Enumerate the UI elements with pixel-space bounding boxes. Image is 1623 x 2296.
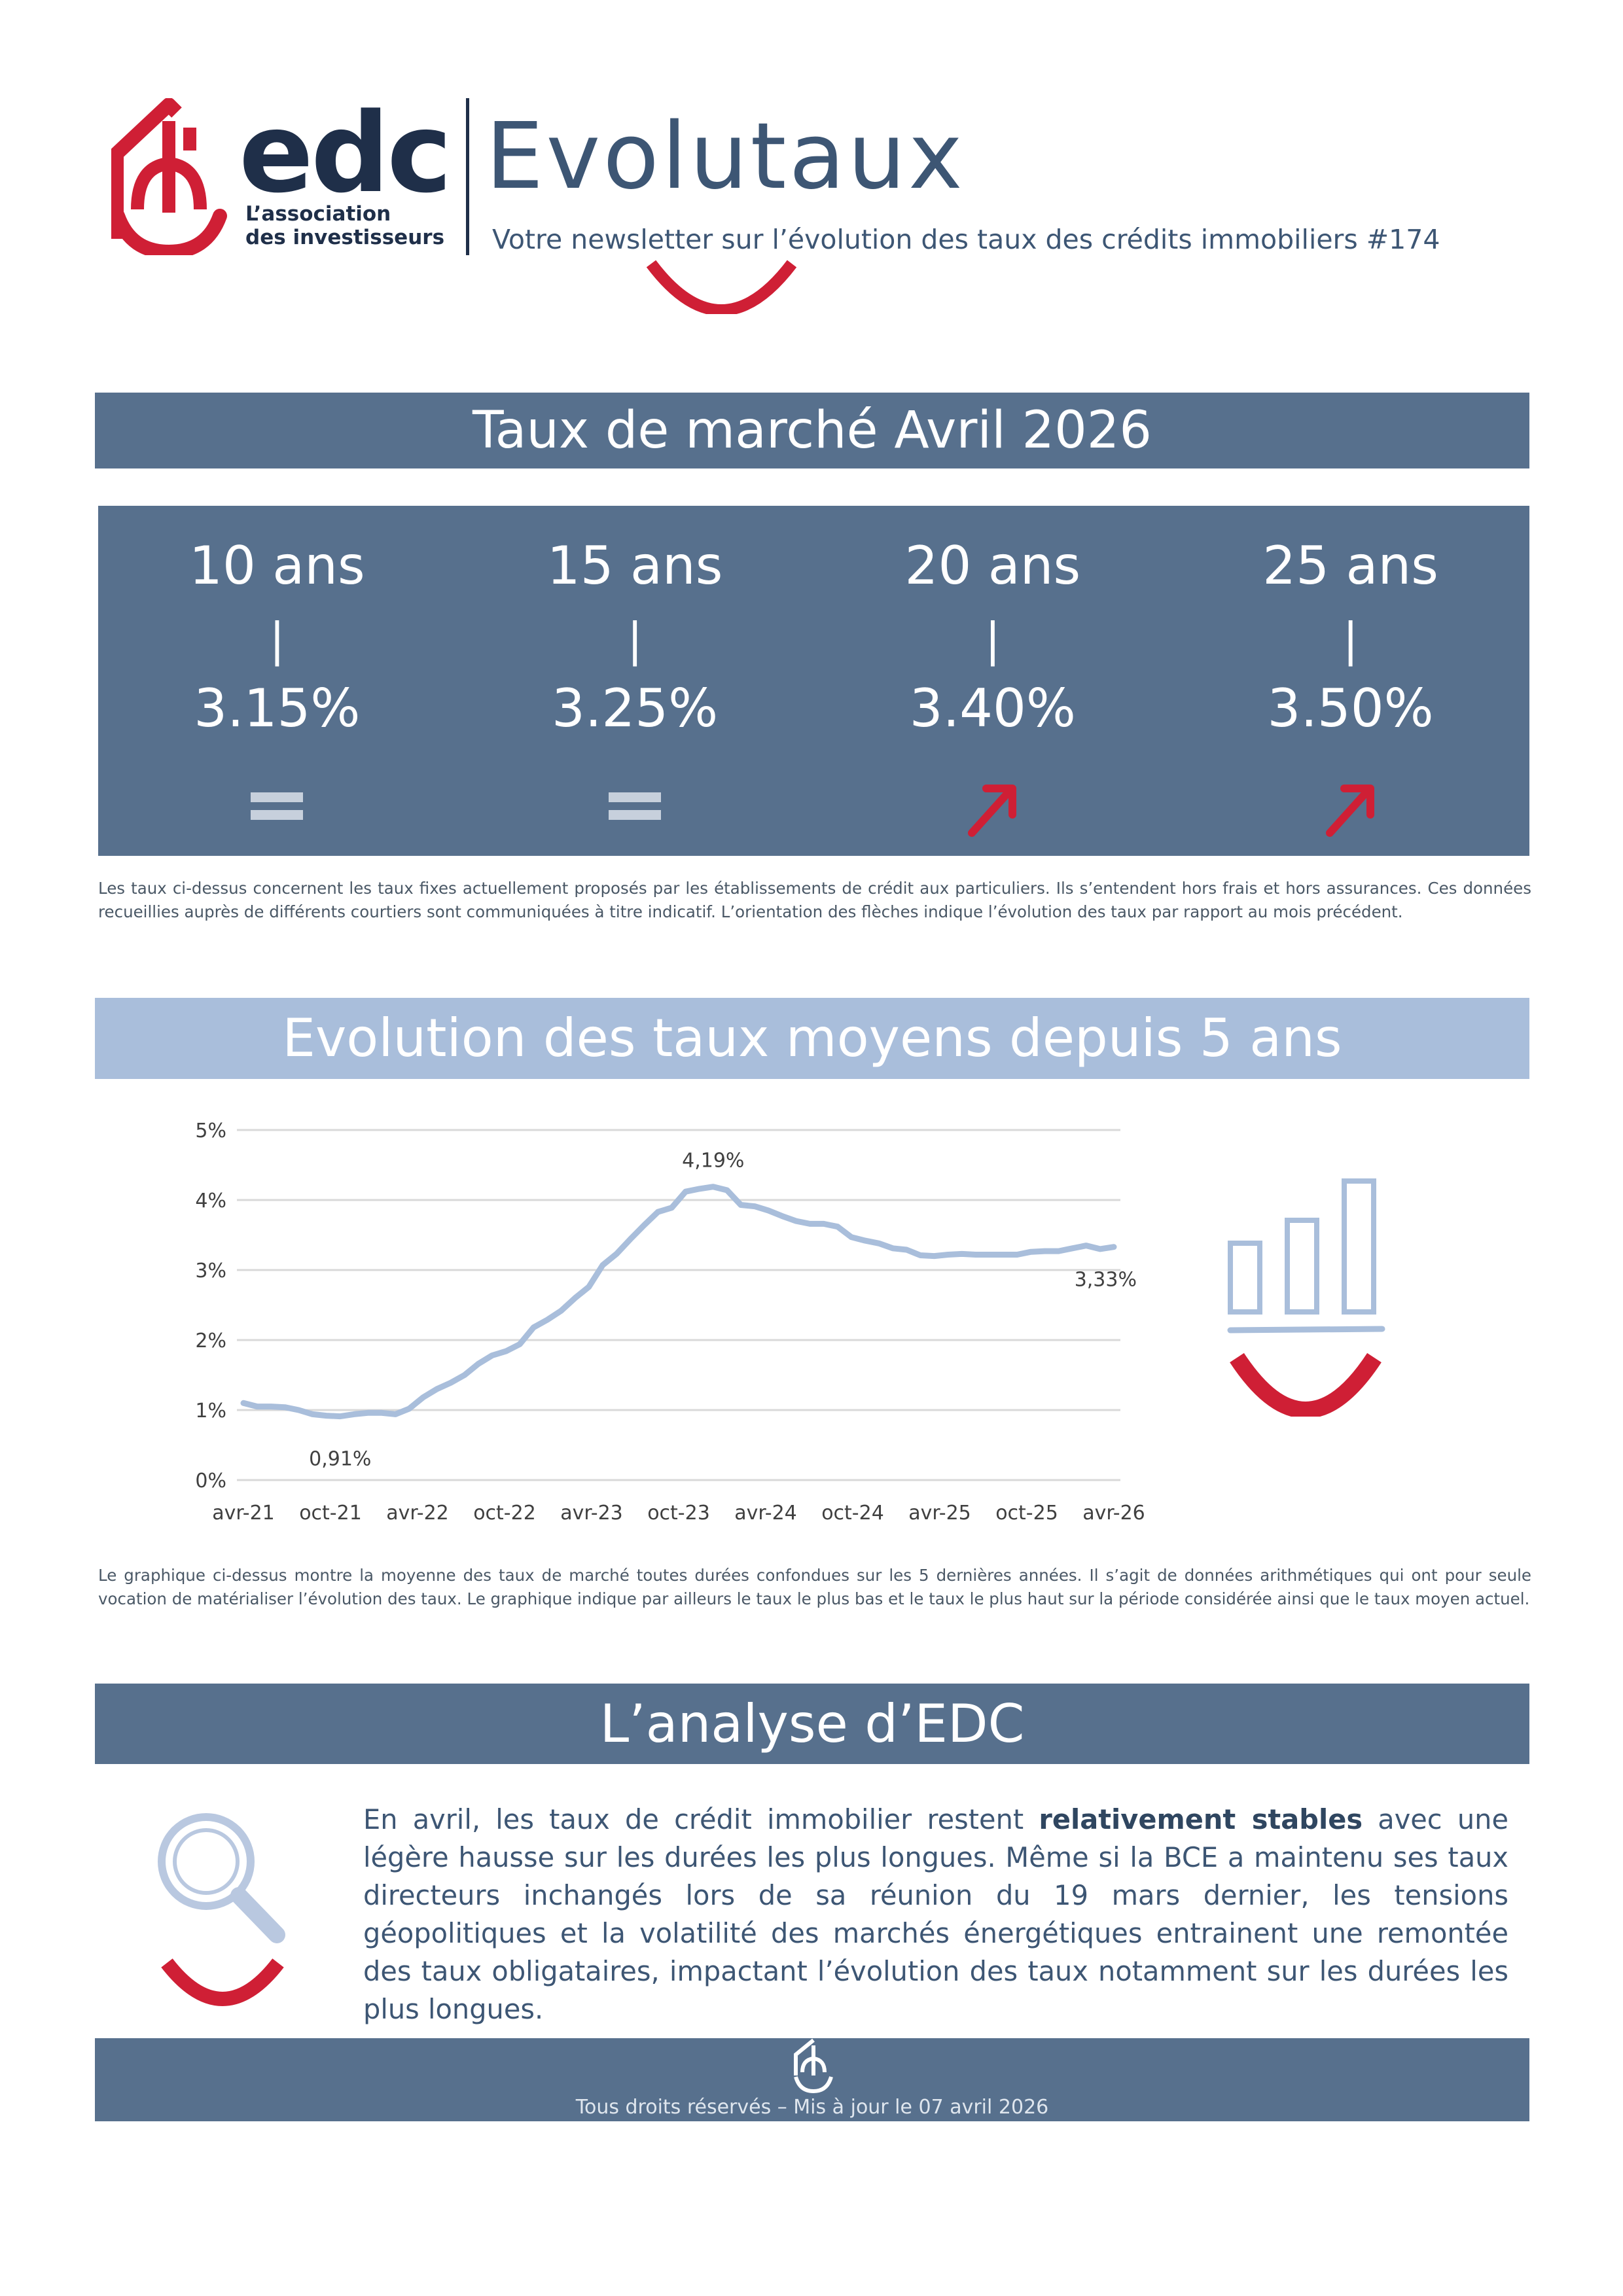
chart-note: Le graphique ci-dessus montre la moyenne… <box>98 1566 1531 1608</box>
rate-value: 3.40% <box>909 678 1076 739</box>
x-tick-label: avr-22 <box>386 1502 449 1525</box>
rates-panel: 10 ans | 3.15% 15 ans | 3.25% 20 ans | 3… <box>98 506 1529 856</box>
y-tick-label: 0% <box>195 1470 226 1492</box>
bar-chart-smile-icon <box>1227 1178 1385 1417</box>
analysis-text-start: En avril, les taux de crédit immobilier … <box>363 1803 1039 1835</box>
logo-tagline: L’association des investisseurs <box>245 202 445 249</box>
smile-arc-icon <box>646 260 797 314</box>
rate-term: 10 ans <box>189 535 365 596</box>
header-divider <box>466 98 469 255</box>
y-tick-label: 4% <box>195 1190 226 1212</box>
logo-wordmark: edc <box>239 89 452 217</box>
y-tick-label: 2% <box>195 1330 226 1352</box>
x-tick-label: oct-21 <box>299 1502 362 1525</box>
edc-house-icon <box>794 2038 833 2094</box>
x-tick-label: avr-21 <box>212 1502 275 1525</box>
rate-separator: | <box>1342 613 1359 667</box>
section-heading-analysis: L’analyse d’EDC <box>95 1684 1529 1764</box>
rate-separator: | <box>627 613 643 667</box>
x-tick-label: oct-25 <box>995 1502 1058 1525</box>
rate-separator: | <box>269 613 285 667</box>
edc-logo: edc L’association des investisseurs <box>111 98 465 255</box>
analysis-paragraph: En avril, les taux de crédit immobilier … <box>363 1801 1508 2028</box>
rates-line-chart: 0% 1% 2% 3% 4% 5% avr-21 oct-21 avr-22 oct-22 avr… <box>195 1120 1145 1525</box>
rate-value: 3.15% <box>194 678 361 739</box>
rate-card-20: 20 ans | 3.40% <box>814 506 1172 856</box>
footer-copyright: Tous droits réservés – Mis à jour le 07 … <box>575 2096 1049 2119</box>
x-tick-label: avr-23 <box>560 1502 623 1525</box>
equal-icon <box>609 792 662 820</box>
arrow-up-right-icon <box>967 785 1016 837</box>
footer-bar: Tous droits réservés – Mis à jour le 07 … <box>95 2038 1529 2121</box>
x-tick-label: oct-22 <box>473 1502 536 1525</box>
data-label: 0,91% <box>309 1448 371 1471</box>
data-label: 4,19% <box>682 1150 744 1173</box>
section-heading-evolution: Evolution des taux moyens depuis 5 ans <box>95 998 1529 1079</box>
arrow-up-right-icon <box>1325 785 1374 837</box>
x-tick-label: oct-23 <box>647 1502 710 1525</box>
rate-card-25: 25 ans | 3.50% <box>1171 506 1529 856</box>
y-tick-label: 1% <box>195 1400 226 1422</box>
analysis-highlight: relativement stables <box>1039 1803 1363 1835</box>
x-tick-label: oct-24 <box>821 1502 884 1525</box>
section-heading-market: Taux de marché Avril 2026 <box>95 393 1529 468</box>
rate-term: 20 ans <box>904 535 1081 596</box>
x-tick-label: avr-26 <box>1082 1502 1145 1525</box>
rates-note: Les taux ci-dessus concernent les taux f… <box>98 879 1531 921</box>
data-label: 3,33% <box>1075 1269 1137 1292</box>
y-tick-label: 3% <box>195 1260 226 1282</box>
series-line <box>240 1184 1117 1420</box>
rate-card-15: 15 ans | 3.25% <box>456 506 814 856</box>
newsletter-subtitle: Votre newsletter sur l’évolution des tau… <box>492 224 1440 255</box>
x-tick-label: avr-24 <box>734 1502 797 1525</box>
y-tick-label: 5% <box>195 1120 226 1142</box>
equal-icon <box>251 792 304 820</box>
magnifier-icon <box>158 1813 285 2006</box>
rate-value: 3.25% <box>552 678 719 739</box>
edc-house-icon <box>111 98 227 255</box>
rate-value: 3.50% <box>1267 678 1434 739</box>
rate-term: 15 ans <box>546 535 723 596</box>
analysis-text-end: avec une légère hausse sur les durées le… <box>363 1803 1508 2025</box>
rate-term: 25 ans <box>1262 535 1438 596</box>
rate-card-10: 10 ans | 3.15% <box>98 506 456 856</box>
newsletter-title: Evolutaux <box>486 103 965 210</box>
rate-separator: | <box>985 613 1001 667</box>
x-tick-label: avr-25 <box>908 1502 971 1525</box>
